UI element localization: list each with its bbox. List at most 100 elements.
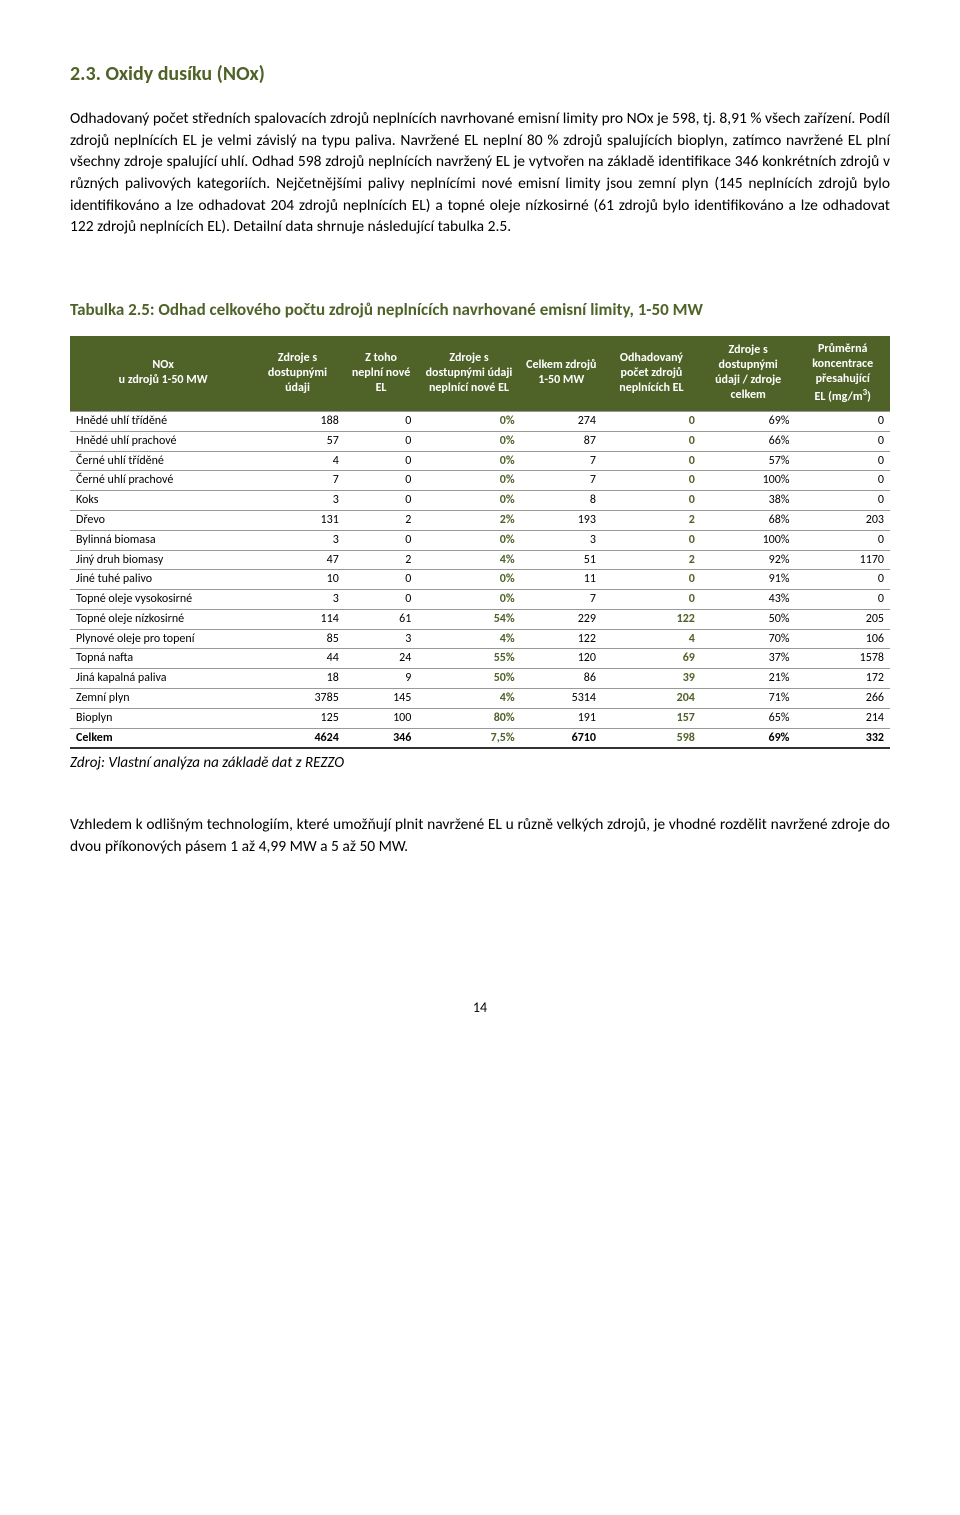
cell-c7: 69%	[701, 728, 796, 748]
cell-c5: 7	[521, 471, 602, 491]
th-c8-c: )	[867, 390, 871, 404]
cell-c3: 0	[345, 590, 418, 610]
cell-label: Jiný druh biomasy	[70, 550, 250, 570]
cell-c6: 0	[602, 590, 701, 610]
table-row: Topné oleje vysokosirné300%7043%0	[70, 590, 890, 610]
cell-c7: 92%	[701, 550, 796, 570]
cell-c5: 274	[521, 411, 602, 431]
cell-label: Hnědé uhlí tříděné	[70, 411, 250, 431]
cell-c5: 7	[521, 590, 602, 610]
cell-c2: 57	[250, 431, 345, 451]
cell-c2: 114	[250, 609, 345, 629]
cell-c3: 346	[345, 728, 418, 748]
th-name: NOx u zdrojů 1-50 MW	[70, 336, 250, 412]
cell-c8: 0	[795, 451, 890, 471]
cell-label: Topné oleje vysokosirné	[70, 590, 250, 610]
cell-label: Jiná kapalná paliva	[70, 669, 250, 689]
table-row: Hnědé uhlí tříděné18800%274069%0	[70, 411, 890, 431]
cell-c8: 0	[795, 471, 890, 491]
cell-c6: 0	[602, 471, 701, 491]
cell-c7: 70%	[701, 629, 796, 649]
cell-c2: 3	[250, 491, 345, 511]
cell-c7: 68%	[701, 510, 796, 530]
th-c8-b: EL (mg/m	[814, 390, 862, 404]
cell-c2: 7	[250, 471, 345, 491]
cell-c8: 0	[795, 530, 890, 550]
cell-c4: 4%	[417, 550, 520, 570]
table-row: Koks300%8038%0	[70, 491, 890, 511]
cell-c4: 7,5%	[417, 728, 520, 748]
cell-c7: 37%	[701, 649, 796, 669]
cell-label: Černé uhlí prachové	[70, 471, 250, 491]
cell-c6: 0	[602, 431, 701, 451]
cell-c6: 2	[602, 510, 701, 530]
th-c3: Z toho neplní nové EL	[345, 336, 418, 412]
cell-c3: 9	[345, 669, 418, 689]
table-row: Topná nafta442455%1206937%1578	[70, 649, 890, 669]
cell-label: Bylinná biomasa	[70, 530, 250, 550]
cell-c2: 10	[250, 570, 345, 590]
cell-c2: 85	[250, 629, 345, 649]
table-row: Bylinná biomasa300%30100%0	[70, 530, 890, 550]
cell-label: Dřevo	[70, 510, 250, 530]
cell-c5: 8	[521, 491, 602, 511]
body-paragraph: Odhadovaný počet středních spalovacích z…	[70, 108, 890, 238]
cell-c3: 61	[345, 609, 418, 629]
cell-c8: 205	[795, 609, 890, 629]
cell-c8: 0	[795, 431, 890, 451]
table-row: Jiný druh biomasy4724%51292%1170	[70, 550, 890, 570]
cell-c3: 24	[345, 649, 418, 669]
cell-c4: 4%	[417, 689, 520, 709]
cell-c2: 4624	[250, 728, 345, 748]
cell-c8: 0	[795, 411, 890, 431]
table-row: Plynové oleje pro topení8534%122470%106	[70, 629, 890, 649]
cell-c3: 0	[345, 530, 418, 550]
cell-c8: 332	[795, 728, 890, 748]
cell-label: Jiné tuhé palivo	[70, 570, 250, 590]
cell-c3: 2	[345, 510, 418, 530]
cell-c3: 2	[345, 550, 418, 570]
cell-c2: 3785	[250, 689, 345, 709]
cell-c3: 0	[345, 411, 418, 431]
cell-c6: 0	[602, 530, 701, 550]
closing-paragraph: Vzhledem k odlišným technologiím, které …	[70, 814, 890, 857]
cell-c7: 69%	[701, 411, 796, 431]
section-heading: 2.3. Oxidy dusíku (NOx)	[70, 60, 890, 88]
table-row: Dřevo13122%193268%203	[70, 510, 890, 530]
cell-c4: 0%	[417, 530, 520, 550]
cell-c8: 172	[795, 669, 890, 689]
cell-label: Topné oleje nízkosirné	[70, 609, 250, 629]
th-c6: Odhadovaný počet zdrojů neplnících EL	[602, 336, 701, 412]
cell-c4: 0%	[417, 570, 520, 590]
cell-c4: 0%	[417, 491, 520, 511]
cell-c5: 51	[521, 550, 602, 570]
cell-c6: 204	[602, 689, 701, 709]
cell-c6: 0	[602, 491, 701, 511]
table-row: Černé uhlí prachové700%70100%0	[70, 471, 890, 491]
table-title: Tabulka 2.5: Odhad celkového počtu zdroj…	[70, 298, 890, 322]
cell-label: Bioplyn	[70, 708, 250, 728]
cell-c5: 229	[521, 609, 602, 629]
cell-c6: 0	[602, 451, 701, 471]
cell-c7: 50%	[701, 609, 796, 629]
source-note: Zdroj: Vlastní analýza na základě dat z …	[70, 753, 890, 774]
th-c8-a: Průměrná koncentrace přesahující	[812, 342, 873, 386]
table-row: Bioplyn12510080%19115765%214	[70, 708, 890, 728]
cell-c7: 43%	[701, 590, 796, 610]
cell-c6: 0	[602, 411, 701, 431]
cell-c6: 4	[602, 629, 701, 649]
cell-c5: 193	[521, 510, 602, 530]
cell-c7: 57%	[701, 451, 796, 471]
cell-c3: 145	[345, 689, 418, 709]
cell-c8: 106	[795, 629, 890, 649]
table-row: Jiné tuhé palivo1000%11091%0	[70, 570, 890, 590]
th-c2: Zdroje s dostupnými údaji	[250, 336, 345, 412]
page-number: 14	[70, 998, 890, 1018]
cell-c8: 1170	[795, 550, 890, 570]
table-row: Černé uhlí tříděné400%7057%0	[70, 451, 890, 471]
cell-c6: 39	[602, 669, 701, 689]
cell-c4: 0%	[417, 590, 520, 610]
cell-c4: 0%	[417, 411, 520, 431]
table-row: Zemní plyn37851454%531420471%266	[70, 689, 890, 709]
cell-c7: 100%	[701, 530, 796, 550]
